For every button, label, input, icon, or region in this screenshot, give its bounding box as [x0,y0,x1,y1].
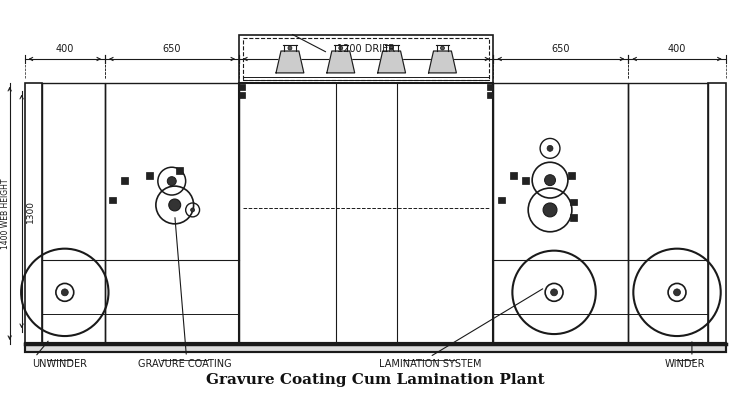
Circle shape [167,177,176,186]
Bar [147,172,153,179]
Bar [42,83,105,344]
Bar [110,196,116,204]
Text: Gravure Coating Cum Lamination Plant: Gravure Coating Cum Lamination Plant [206,373,545,387]
Bar [488,84,494,90]
Bar [239,35,494,83]
Polygon shape [377,51,406,73]
Text: LAMINATION SYSTEM: LAMINATION SYSTEM [378,359,481,369]
Text: 1200 DRIER: 1200 DRIER [337,44,395,54]
Bar [24,83,42,344]
Text: 1300: 1300 [26,200,35,223]
Circle shape [61,289,68,296]
Bar [628,83,707,344]
Text: GRAVURE COATING: GRAVURE COATING [138,359,232,369]
Bar [239,83,494,344]
Circle shape [390,46,394,50]
Bar [707,83,726,344]
Circle shape [545,175,556,186]
Circle shape [543,203,557,217]
Bar [571,198,577,206]
Text: 1400 WEB HEIGHT: 1400 WEB HEIGHT [1,178,10,249]
Bar [568,172,576,179]
Bar [176,167,184,174]
Bar [24,343,726,352]
Bar [239,84,245,90]
Circle shape [440,46,445,50]
Polygon shape [276,51,304,73]
Bar [121,177,128,184]
Circle shape [339,46,343,50]
Bar [571,214,577,221]
Circle shape [673,289,681,296]
Bar [494,83,628,344]
Bar [522,177,528,184]
Bar [498,196,505,204]
Bar [243,38,489,80]
Circle shape [288,46,292,50]
Text: WINDER: WINDER [665,359,705,369]
Text: 400: 400 [56,44,74,54]
Polygon shape [327,51,354,73]
Circle shape [551,289,557,296]
Bar [105,83,239,344]
Text: 650: 650 [551,44,570,54]
Text: 650: 650 [163,44,181,54]
Circle shape [547,145,553,151]
Bar [24,343,726,352]
Polygon shape [428,51,457,73]
Text: 400: 400 [667,44,686,54]
Circle shape [169,199,181,211]
Text: UNWINDER: UNWINDER [33,359,87,369]
Bar [510,172,517,179]
Bar [488,92,494,98]
Circle shape [191,208,195,212]
Bar [239,92,245,98]
